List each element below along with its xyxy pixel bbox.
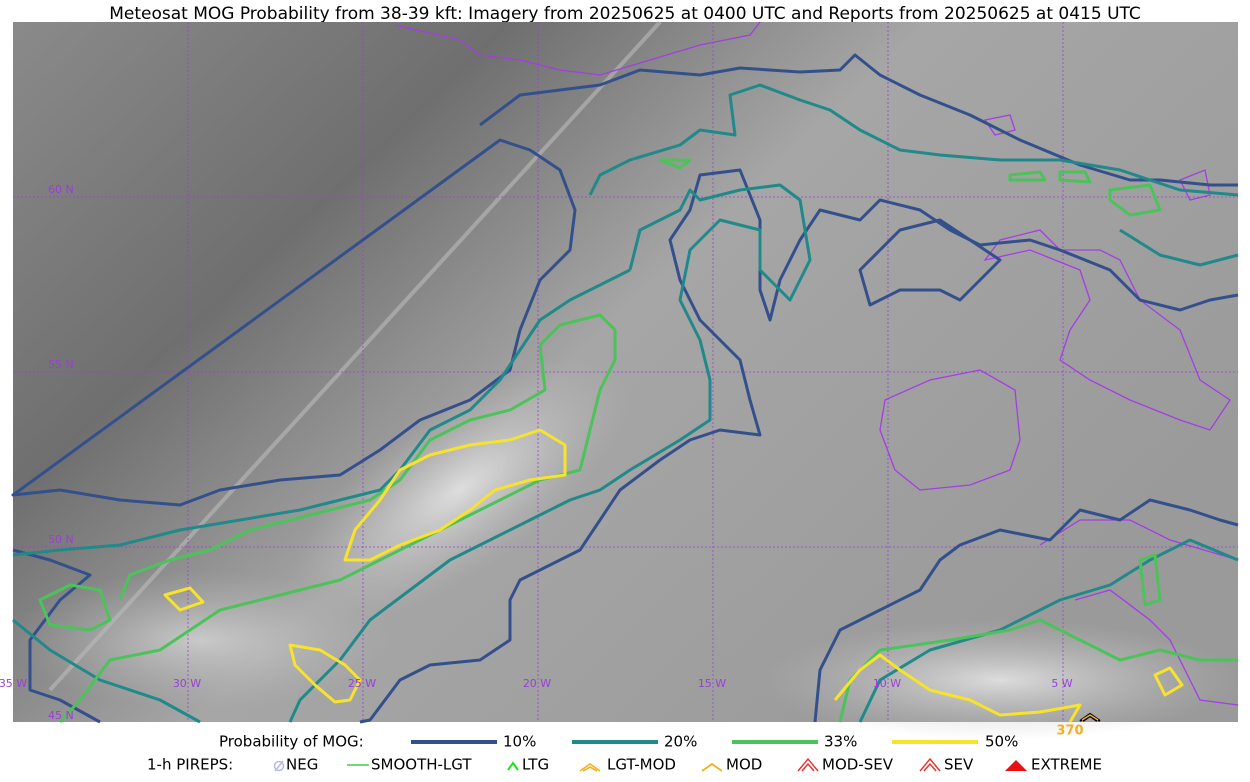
ltg-icon [507,761,519,771]
contour-10 [12,218,1239,724]
title: Meteosat MOG Probability from 38-39 kft:… [109,4,1141,24]
map: 60 N 55 N 50 N 45 N 35 W 30 W 25 W 20 W … [0,20,1240,740]
pirep-mod-icon [1081,714,1099,721]
coastlines [394,21,1239,706]
legend-item: 33% [824,733,857,751]
lgt-mod-icon [579,763,601,772]
neg-icon [274,760,284,772]
contrail [48,20,662,692]
lat-label: 50 N [48,533,74,546]
mod-sev-icon [797,757,819,772]
neg-icon [273,760,285,772]
legend: Probability of MOG: 10% 20% 33% 50% 1-h … [147,733,1102,774]
legend-item: MOD [726,756,762,774]
extreme-icon [1005,760,1027,771]
legend-title: Probability of MOG: [219,733,364,751]
mod-icon [701,762,723,772]
coastline [394,21,761,76]
lat-label: 45 N [48,709,74,722]
legend-item: 50% [985,733,1018,751]
legend-item: MOD-SEV [822,756,894,774]
legend-item: NEG [286,756,318,774]
report-label: 370 [1056,724,1083,739]
lon-label: 35 W [0,677,27,690]
legend-item: LGT-MOD [607,756,676,774]
sev-icon [919,757,941,772]
contours [11,53,1239,724]
lon-label: 20 W [523,677,551,690]
lon-label: 10 W [873,677,901,690]
lon-label: 30 W [173,677,201,690]
lon-label: 15 W [698,677,726,690]
lat-label: 55 N [48,358,74,371]
legend-item: SMOOTH-LGT [371,756,472,774]
lat-label: 60 N [48,183,74,196]
lon-label: 25 W [348,677,376,690]
coastline [1039,519,1239,706]
great-britain [983,229,1231,431]
legend-item: LTG [522,756,549,774]
ireland [879,369,1021,491]
legend-item: 10% [503,733,536,751]
coastline [983,114,1211,201]
lon-label: 5 W [1051,677,1072,690]
legend-title: 1-h PIREPS: [147,756,233,774]
contour-50 [163,428,1184,723]
legend-item: 20% [664,733,697,751]
legend-item: SEV [944,756,974,774]
legend-item: EXTREME [1031,756,1102,774]
